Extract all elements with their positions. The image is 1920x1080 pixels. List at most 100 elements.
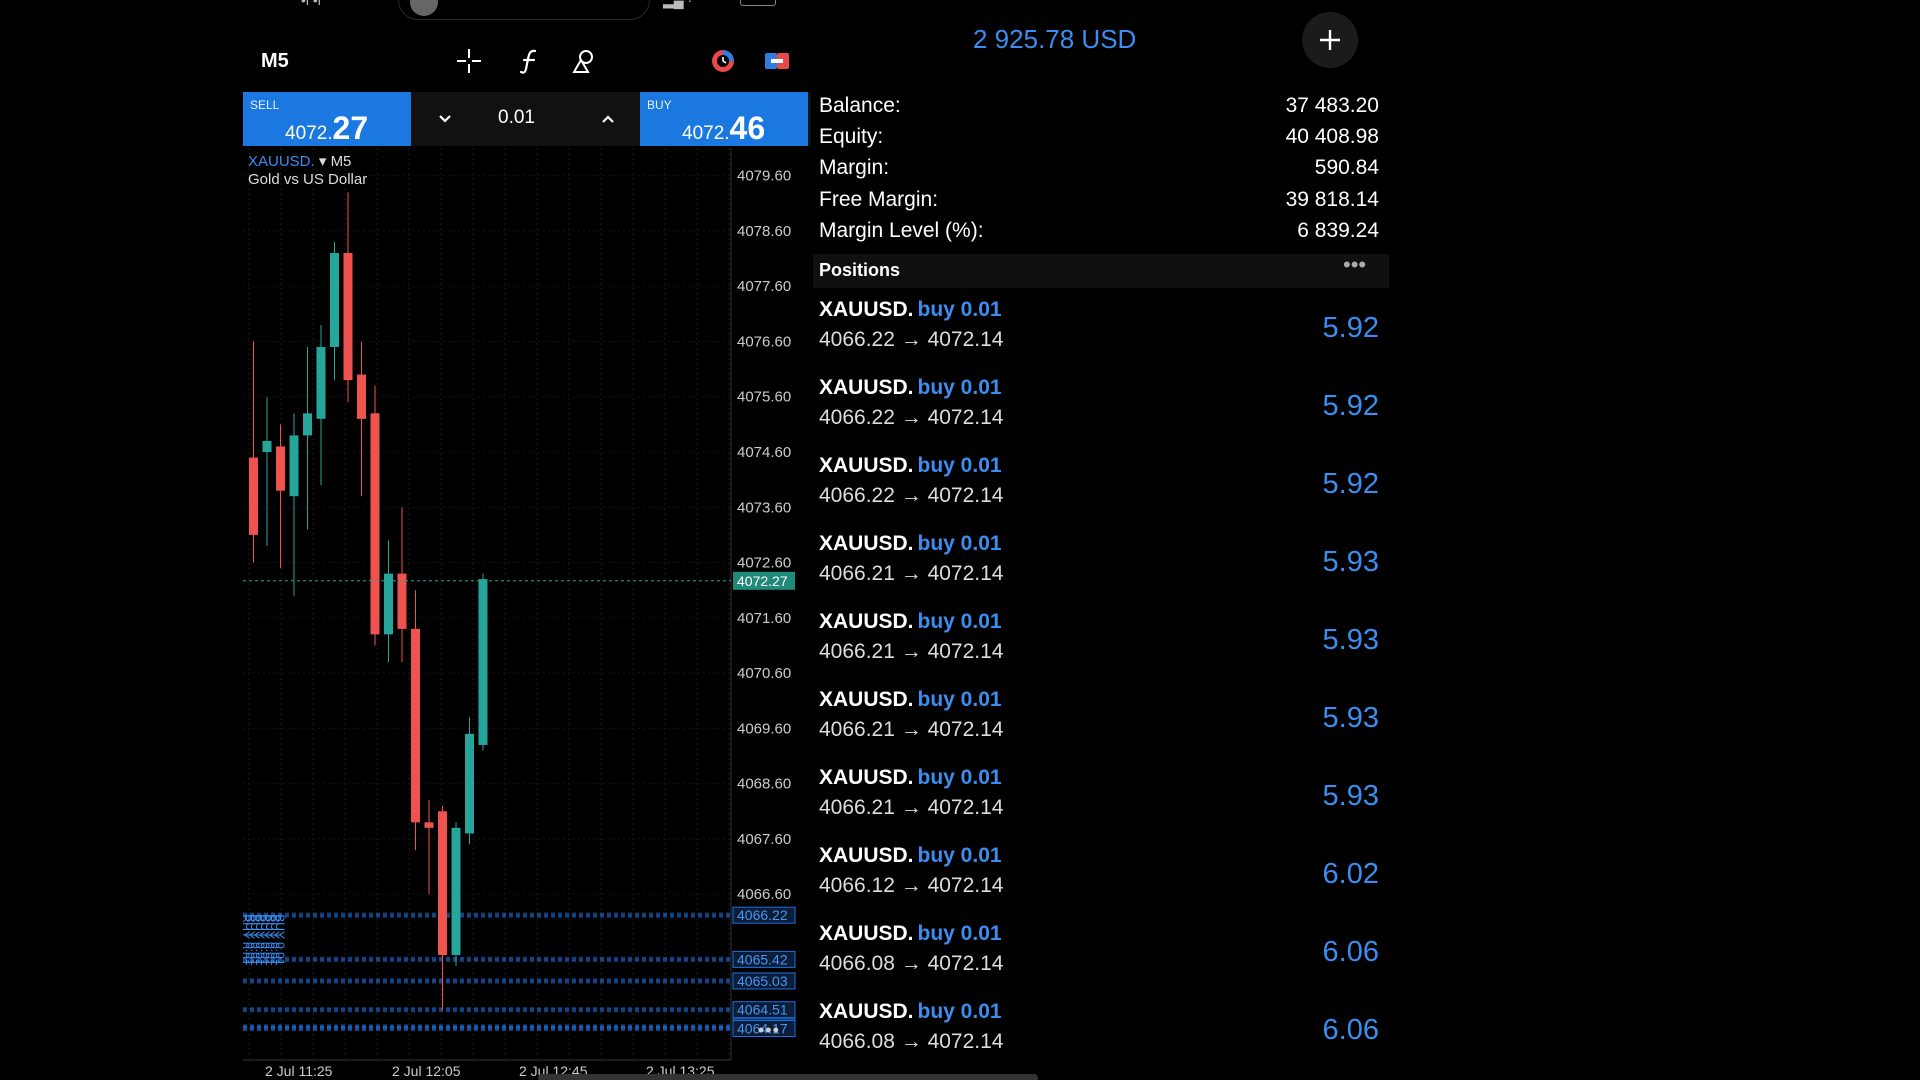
signal-icon: •l •l [301,0,321,8]
price-tick-label: 4078.60 [737,223,791,240]
current-price-tag [733,571,795,590]
order-level-tag [732,1001,796,1019]
order-level-tag [732,950,796,968]
chart-more-button[interactable]: ••• [758,1020,780,1040]
position-side: buy 0.01 [917,688,1002,711]
time-tick-label: 2 Jul 12:05 [392,1063,461,1079]
position-prices: 4066.21 → 4072.14 [819,640,1004,663]
chart-toolbar: M5 [243,36,813,86]
order-level-label: 4066.22 [737,907,788,923]
position-side: buy 0.01 [917,766,1002,789]
current-price-label: 4072.27 [737,573,788,589]
candlestick-chart[interactable]: 4079.60 4078.60 4077.60 4076.60 4075.60 4074.… [243,148,811,1080]
position-profit: 5.93 [1322,546,1379,578]
position-side: buy 0.01 [917,844,1002,867]
position-side: buy 0.01 [917,610,1002,633]
order-level-label: 4064.17 [737,1020,788,1036]
position-row[interactable]: XAUUSD. buy 0.01 4066.22 → 4072.14 5.92 [813,448,1389,526]
chevron-up-icon [602,115,614,123]
order-level-tag [732,1019,796,1037]
price-tick-label: 4066.60 [737,886,791,903]
position-side: buy 0.01 [917,298,1002,321]
chart-symbol-label: XAUUSD. ▾ M5 [248,153,352,170]
order-level-label: 4065.42 [737,951,788,967]
position-prices: 4066.08 → 4072.14 [819,1030,1004,1053]
lot-decrease-button[interactable] [425,102,465,136]
chart-symbol-description: Gold vs US Dollar [248,171,368,188]
positions-more-button[interactable]: ••• [1343,252,1367,277]
positions-title: Positions [819,260,901,280]
timeframe-button[interactable]: M5 [261,50,289,72]
new-order-button[interactable] [1302,12,1358,68]
candle-body [289,435,299,497]
trade-mode-icon[interactable] [760,44,794,78]
candle-body [303,413,312,436]
position-row[interactable]: XAUUSD. buy 0.01 4066.21 → 4072.14 5.93 [813,760,1389,838]
lot-increase-button[interactable] [588,102,628,136]
position-prices: 4066.21 → 4072.14 [819,796,1004,819]
positions-header: Positions ••• [813,252,1389,288]
position-side: buy 0.01 [917,376,1002,399]
battery-icon [740,0,776,6]
buy-button[interactable]: BUY 4072.46 [640,92,808,146]
price-tick-label: 4077.60 [737,278,791,295]
order-level-label: 4065.03 [737,973,788,989]
position-row[interactable]: XAUUSD. buy 0.01 4066.12 → 4072.14 6.02 [813,838,1389,916]
price-tick-label: 4068.60 [737,776,791,793]
order-label: BUY 0.01 [258,914,272,965]
price-tick-label: 4070.60 [737,665,791,682]
position-prices: 4066.08 → 4072.14 [819,952,1004,975]
margin-row: Margin: 590.84 [819,156,1379,179]
position-row[interactable]: XAUUSD. buy 0.01 4066.22 → 4072.14 5.92 [813,292,1389,370]
position-profit: 5.93 [1322,624,1379,656]
position-symbol: XAUUSD. buy 0.01 [819,610,1002,633]
candle-body [357,374,366,419]
position-prices: 4066.22 → 4072.14 [819,406,1004,429]
order-label: BUY 0.01 [248,914,262,965]
position-prices: 4066.12 → 4072.14 [819,874,1004,897]
position-profit: 6.06 [1322,936,1379,968]
lot-size-input[interactable]: 0.01 [498,107,535,128]
position-row[interactable]: XAUUSD. buy 0.01 4066.22 → 4072.14 5.92 [813,370,1389,448]
candle-body [451,827,461,955]
sell-price: 4072.27 [285,110,369,146]
trade-panel: 2 925.78 USD Balance: 37 483.20 Equity: 40… [813,0,1389,1080]
position-symbol: XAUUSD. buy 0.01 [819,1000,1002,1023]
price-tick-label: 4072.60 [737,555,791,572]
position-row[interactable]: XAUUSD. buy 0.01 4066.21 → 4072.14 5.93 [813,682,1389,760]
position-prices: 4066.21 → 4072.14 [819,562,1004,585]
position-profit: 5.92 [1322,468,1379,500]
candle-body [343,253,353,381]
candle-body [316,346,326,419]
position-symbol: XAUUSD. buy 0.01 [819,454,1002,477]
wifi-icon: ▂▄ · [663,0,693,8]
position-symbol: XAUUSD. buy 0.01 [819,844,1002,867]
order-label: BUY 0.01 [253,914,267,965]
position-profit: 6.02 [1322,858,1379,890]
position-row[interactable]: XAUUSD. buy 0.01 4066.08 → 4072.14 6.06 [813,994,1389,1072]
price-tick-label: 4075.60 [737,389,791,406]
order-label: BUY 0.01 [243,914,257,965]
price-chart[interactable]: 4079.60 4078.60 4077.60 4076.60 4075.60 4074.… [243,148,811,1080]
position-row[interactable]: XAUUSD. buy 0.01 4066.21 → 4072.14 5.93 [813,526,1389,604]
avatar [410,0,438,16]
oneclick-icon[interactable] [706,44,740,78]
sell-button[interactable]: SELL 4072.27 [243,92,411,146]
price-tick-label: 4069.60 [737,720,791,737]
position-prices: 4066.22 → 4072.14 [819,484,1004,507]
position-symbol: XAUUSD. buy 0.01 [819,376,1002,399]
position-row[interactable]: XAUUSD. buy 0.01 4066.21 → 4072.14 5.93 [813,604,1389,682]
position-prices: 4066.21 → 4072.14 [819,718,1004,741]
buy-price: 4072.46 [682,110,766,146]
position-prices: 4066.22 → 4072.14 [819,328,1004,351]
buy-label: BUY [647,98,672,112]
position-row[interactable]: XAUUSD. buy 0.01 4066.08 → 4072.14 6.06 [813,916,1389,994]
indicator-f-icon[interactable] [513,44,547,78]
order-label: BUY 0.01 [273,914,287,965]
balance-row: Balance: 37 483.20 [819,94,1379,117]
time-tick-label: 2 Jul 11:25 [265,1063,333,1079]
candle-body [330,253,339,347]
crosshair-icon[interactable] [452,44,486,78]
objects-icon[interactable] [567,44,601,78]
price-tick-label: 4073.60 [737,499,791,516]
